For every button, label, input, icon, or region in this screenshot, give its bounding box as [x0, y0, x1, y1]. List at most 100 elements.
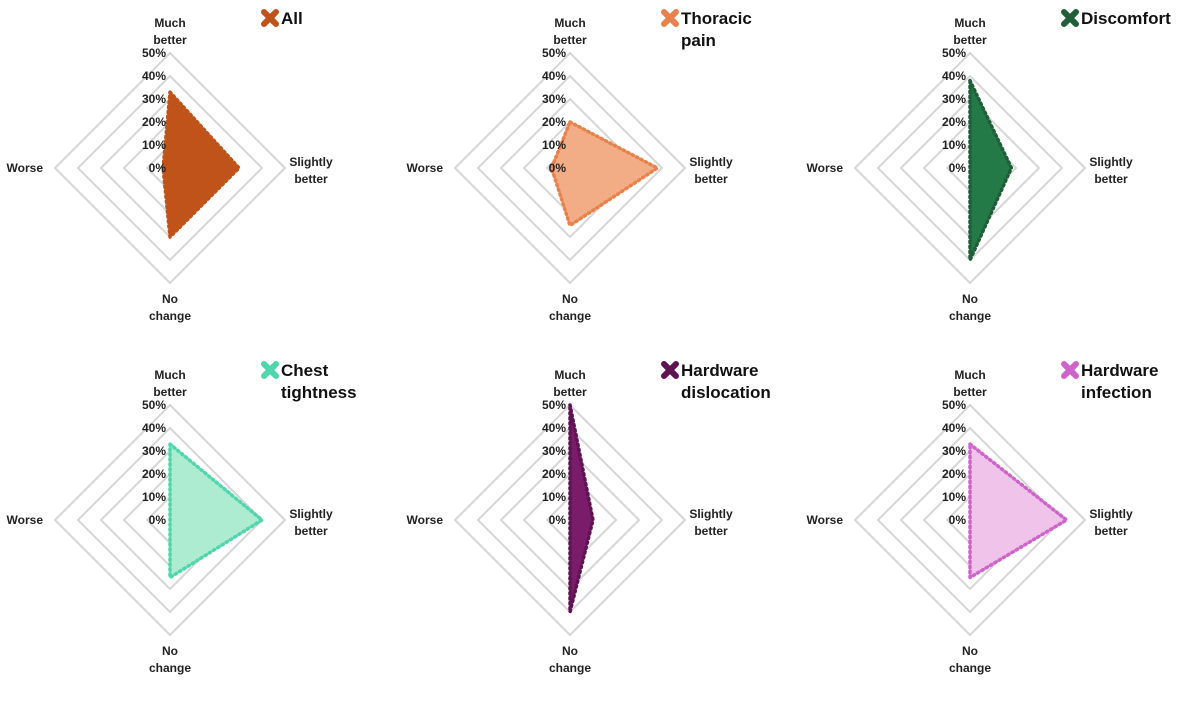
tick-label: 20% [542, 467, 566, 481]
tick-label: 20% [142, 115, 166, 129]
legend: All [261, 9, 303, 28]
axis-label: Much better [153, 368, 187, 399]
legend-marker-icon [261, 9, 279, 27]
tick-label: 30% [542, 92, 566, 106]
tick-label: 10% [142, 138, 166, 152]
tick-label: 30% [942, 92, 966, 106]
axis-label: Worse [7, 513, 44, 527]
axis-label: No change [149, 292, 191, 323]
tick-label: 10% [942, 490, 966, 504]
tick-label: 30% [142, 92, 166, 106]
legend: Chest tightness [261, 361, 357, 402]
radar-chart-5: 0% 10% 20% 30% 40% 50%Much better Slightly bette… [407, 361, 771, 675]
tick-label: 10% [542, 138, 566, 152]
axis-label: Worse [7, 161, 44, 175]
axis-label: Slightly better [1089, 507, 1133, 538]
axis-label: No change [549, 292, 591, 323]
axis-label: Worse [807, 161, 844, 175]
tick-label: 0% [949, 161, 967, 175]
tick-label: 30% [542, 444, 566, 458]
tick-label: 30% [142, 444, 166, 458]
data-area [968, 442, 1069, 580]
axis-label: Much better [953, 368, 987, 399]
tick-label: 0% [549, 161, 567, 175]
axis-label: Much better [553, 368, 587, 399]
tick-label: 40% [542, 69, 566, 83]
tick-label: 10% [142, 490, 166, 504]
tick-label: 0% [149, 161, 167, 175]
tick-label: 40% [942, 69, 966, 83]
legend-label: All [281, 9, 303, 28]
grid-ring [53, 51, 287, 285]
axis-label: Much better [553, 16, 587, 47]
axis-label: No change [149, 644, 191, 675]
axis-label: No change [949, 644, 991, 675]
tick-label: 20% [142, 467, 166, 481]
axis-label: Worse [407, 161, 444, 175]
radar-chart-2: 0% 10% 20% 30% 40% 50%Much better Slightly bette… [407, 9, 752, 323]
axis-label: Slightly better [1089, 155, 1133, 186]
radar-chart-1: 0% 10% 20% 30% 40% 50%Much better Slightly bette… [7, 9, 333, 323]
grid-ring [853, 403, 1087, 637]
tick-label: 40% [942, 421, 966, 435]
legend-marker-icon [661, 361, 679, 379]
tick-label: 40% [542, 421, 566, 435]
tick-label: 10% [942, 138, 966, 152]
axis-label: Slightly better [289, 155, 333, 186]
grid-ring [876, 426, 1064, 614]
grid-ring [76, 426, 264, 614]
tick-label: 50% [542, 398, 566, 412]
data-area [568, 403, 595, 614]
tick-label: 50% [942, 398, 966, 412]
tick-label: 40% [142, 421, 166, 435]
legend-marker-icon [661, 9, 679, 27]
data-area [549, 120, 660, 228]
grid-ring [853, 51, 1087, 285]
legend-label: Thoracic pain [681, 9, 752, 50]
axis-label: Worse [407, 513, 444, 527]
legend-marker-icon [1061, 9, 1079, 27]
tick-label: 30% [942, 444, 966, 458]
grid-ring [476, 74, 664, 262]
axis-label: No change [549, 644, 591, 675]
legend: Hardware infection [1061, 361, 1158, 402]
legend: Thoracic pain [661, 9, 752, 50]
tick-label: 0% [549, 513, 567, 527]
tick-label: 50% [942, 46, 966, 60]
tick-label: 10% [542, 490, 566, 504]
axis-label: Worse [807, 513, 844, 527]
tick-label: 50% [142, 398, 166, 412]
axis-label: Slightly better [689, 155, 733, 186]
tick-label: 50% [142, 46, 166, 60]
legend-label: Hardware infection [1081, 361, 1158, 402]
radar-chart-4: 0% 10% 20% 30% 40% 50%Much better Slightly bette… [7, 361, 357, 675]
tick-label: 0% [149, 513, 167, 527]
legend: Hardware dislocation [661, 361, 771, 402]
axis-label: Slightly better [289, 507, 333, 538]
grid-ring [453, 51, 687, 285]
legend-marker-icon [1061, 361, 1079, 379]
data-area [161, 90, 241, 239]
grid-ring [76, 74, 264, 262]
axis-label: No change [949, 292, 991, 323]
tick-label: 50% [542, 46, 566, 60]
legend-label: Hardware dislocation [681, 361, 771, 402]
grid-ring [453, 403, 687, 637]
data-area [168, 442, 264, 580]
radar-chart-6: 0% 10% 20% 30% 40% 50%Much better Slightly bette… [807, 361, 1158, 675]
legend-marker-icon [261, 361, 279, 379]
grid-ring [53, 403, 287, 637]
axis-label: Much better [953, 16, 987, 47]
legend: Discomfort [1061, 9, 1171, 28]
legend-label: Chest tightness [281, 361, 357, 402]
radar-chart-3: 0% 10% 20% 30% 40% 50%Much better Slightly bette… [807, 9, 1171, 323]
axis-label: Much better [153, 16, 187, 47]
tick-label: 0% [949, 513, 967, 527]
tick-label: 20% [942, 115, 966, 129]
tick-label: 20% [942, 467, 966, 481]
axis-label: Slightly better [689, 507, 733, 538]
tick-label: 20% [542, 115, 566, 129]
data-area [968, 78, 1014, 262]
legend-label: Discomfort [1081, 9, 1171, 28]
